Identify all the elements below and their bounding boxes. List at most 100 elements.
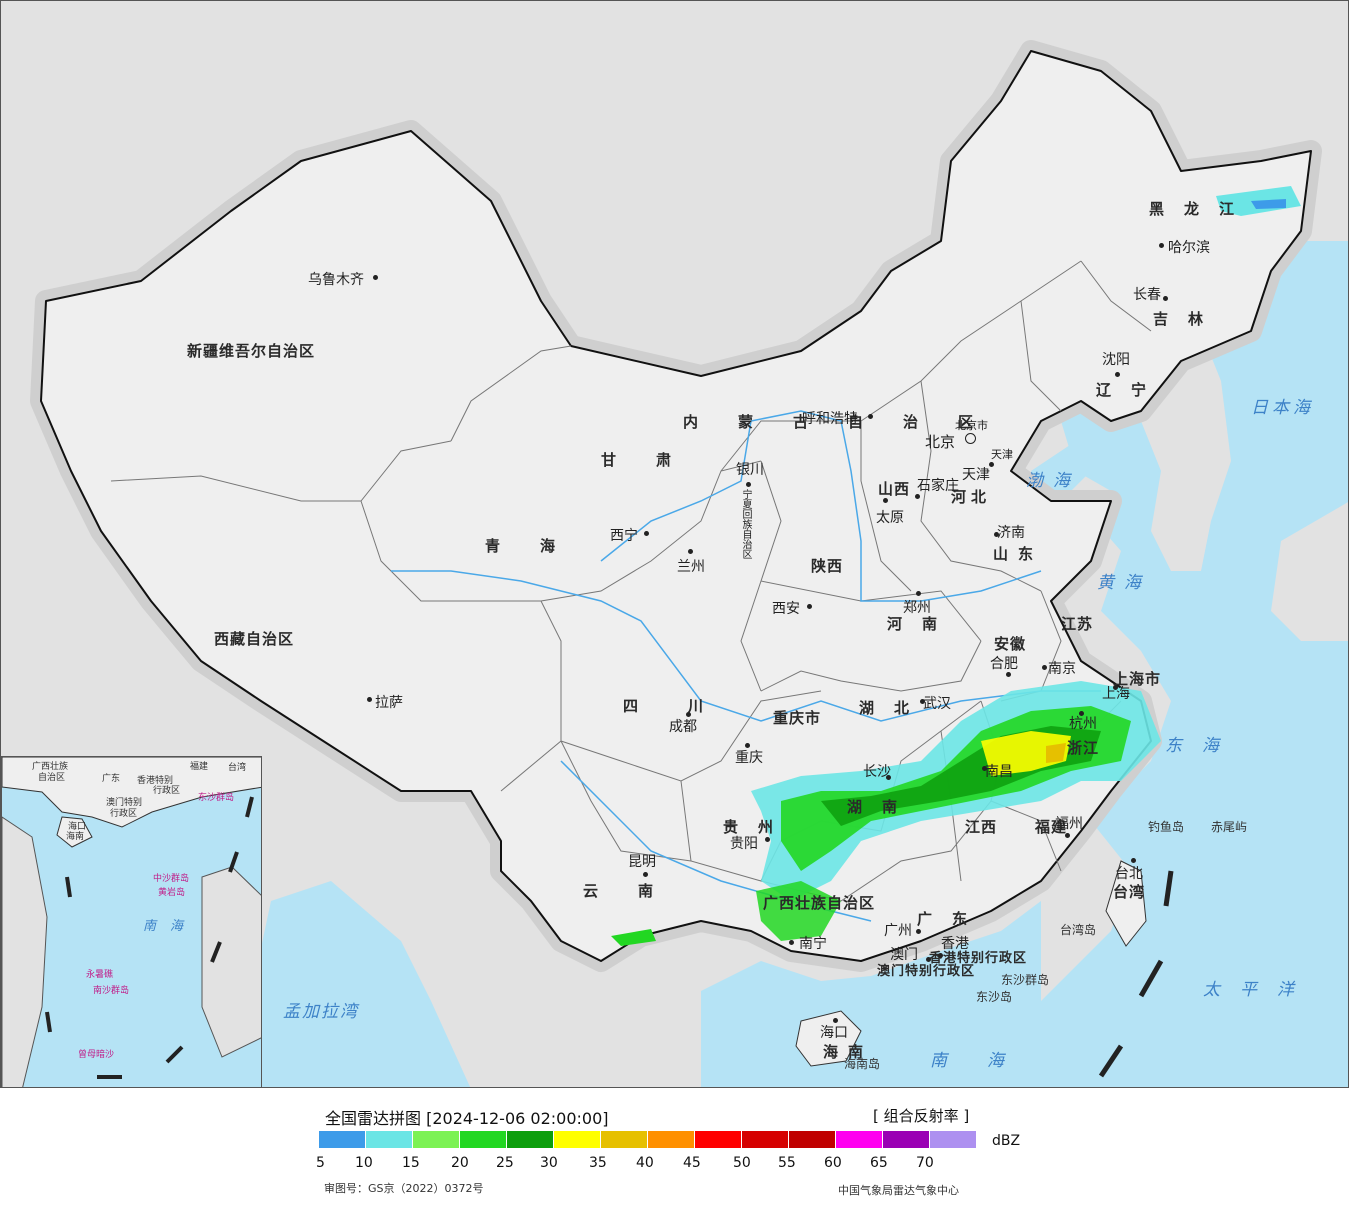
scale-tick: 65: [870, 1155, 888, 1171]
city-label: 西宁: [610, 528, 638, 544]
city-marker: [1115, 372, 1120, 377]
scale-tick: 5: [316, 1155, 325, 1171]
city-marker: [926, 957, 931, 962]
color-swatch: [554, 1131, 600, 1148]
nine-dash-line: [1098, 870, 1174, 1078]
sea-label: 日本海: [1251, 398, 1314, 418]
sea-label: 孟加拉湾: [283, 1002, 359, 1022]
city-label: 武汉: [923, 696, 951, 712]
inset-label: 台湾: [228, 763, 247, 773]
city-marker: [644, 531, 649, 536]
city-label: 银川: [736, 462, 764, 478]
inset-land: [201, 866, 261, 1058]
province-label: 山东: [993, 545, 1044, 563]
city-marker: [765, 837, 770, 842]
color-swatch: [601, 1131, 647, 1148]
province-label: 广西壮族自治区: [763, 894, 876, 912]
color-swatch: [319, 1131, 365, 1148]
province-label: 香港特别行政区: [929, 951, 1028, 966]
city-label: 上海: [1102, 686, 1130, 702]
city-label: 成都: [669, 719, 697, 735]
city-marker: [745, 743, 750, 748]
city-marker: [1113, 685, 1118, 690]
inset-land: [56, 816, 93, 848]
city-label: 杭州: [1069, 716, 1097, 732]
province-label: 台湾: [1113, 883, 1146, 901]
city-marker: [916, 591, 921, 596]
city-marker: [643, 872, 648, 877]
scale-tick: 15: [402, 1155, 420, 1171]
city-label: 天津: [962, 467, 990, 483]
city-marker: [868, 414, 873, 419]
city-marker: [1042, 665, 1047, 670]
scale-tick: 40: [636, 1155, 654, 1171]
city-label: 沈阳: [1102, 352, 1130, 368]
city-marker: [367, 697, 372, 702]
legend-title: 全国雷达拼图 [2024-12-06 02:00:00]: [325, 1109, 609, 1128]
province-label: 河北: [951, 488, 992, 506]
taiwan-island: [1105, 860, 1147, 947]
product-name: [ 组合反射率 ]: [873, 1107, 970, 1125]
province-label: 江西: [965, 818, 998, 836]
province-label: 宁夏回族自治区: [740, 489, 751, 559]
color-swatch: [695, 1131, 741, 1148]
inset-label: 澳门特别: [106, 798, 143, 808]
island-label: 海南岛: [844, 1057, 881, 1071]
sea-label: 南海: [930, 1051, 1044, 1071]
south-china-sea-inset: 广西壮族 自治区 广东 福建 台湾 香港特别 行政区 澳门特别 行政区 海口 海…: [1, 756, 262, 1087]
city-marker: [989, 462, 994, 467]
inset-land: [2, 816, 48, 1087]
radar-echo-cluster: [611, 186, 1301, 946]
city-marker: [746, 482, 751, 487]
city-marker: [883, 498, 888, 503]
inset-label: 自治区: [38, 773, 66, 783]
scale-tick: 70: [916, 1155, 934, 1171]
capital-marker-icon: [965, 433, 976, 444]
province-label: 澳门特别行政区: [877, 964, 976, 979]
city-marker: [688, 549, 693, 554]
province-label: 天津: [991, 448, 1013, 461]
sea-label: 渤海: [1026, 471, 1080, 491]
legend-panel: [0, 1088, 1349, 1208]
province-label: 云南: [583, 882, 694, 900]
inset-label: 香港特别: [137, 776, 174, 786]
inset-map-graphic: [2, 757, 261, 1087]
province-label: 福建: [1035, 818, 1068, 836]
city-marker: [886, 775, 891, 780]
color-swatch: [507, 1131, 553, 1148]
inset-sea-label: 南海: [143, 919, 198, 934]
inset-label: 行政区: [110, 809, 138, 819]
scale-tick: 25: [496, 1155, 514, 1171]
scale-tick: 60: [824, 1155, 842, 1171]
city-marker: [833, 1018, 838, 1023]
province-label: 浙江: [1067, 739, 1100, 757]
city-marker: [982, 766, 987, 771]
radar-map: 新疆维吾尔自治区 西藏自治区 青海 甘肃 内蒙古自治区 黑龙江 吉林 辽宁 河北…: [0, 0, 1349, 1088]
scale-tick: 55: [778, 1155, 796, 1171]
city-label: 郑州: [903, 600, 931, 616]
city-label: 南宁: [799, 936, 827, 952]
color-scale: [319, 1131, 977, 1148]
city-label: 哈尔滨: [1168, 240, 1210, 256]
sea-label: 太平洋: [1203, 980, 1314, 1000]
city-label: 长沙: [863, 764, 891, 780]
inset-label: 南沙群岛: [93, 986, 130, 996]
island-label: 钓鱼岛: [1148, 820, 1185, 834]
island-label: 赤尾屿: [1211, 820, 1248, 834]
city-marker: [1065, 833, 1070, 838]
city-label: 兰州: [677, 559, 705, 575]
province-label: 海南: [823, 1043, 874, 1061]
inset-label: 永暑礁: [86, 970, 114, 980]
sea-area: [701, 901, 1041, 1087]
city-marker: [373, 275, 378, 280]
city-marker: [789, 940, 794, 945]
color-swatch: [648, 1131, 694, 1148]
city-label: 乌鲁木齐: [308, 272, 364, 288]
scale-tick: 50: [733, 1155, 751, 1171]
inset-label: 广东: [102, 774, 121, 784]
city-label: 石家庄: [917, 478, 959, 494]
island-label: 东沙岛: [976, 990, 1013, 1004]
province-label: 安徽: [994, 635, 1027, 653]
city-label: 昆明: [628, 854, 656, 870]
sea-area: [231, 881, 471, 1087]
